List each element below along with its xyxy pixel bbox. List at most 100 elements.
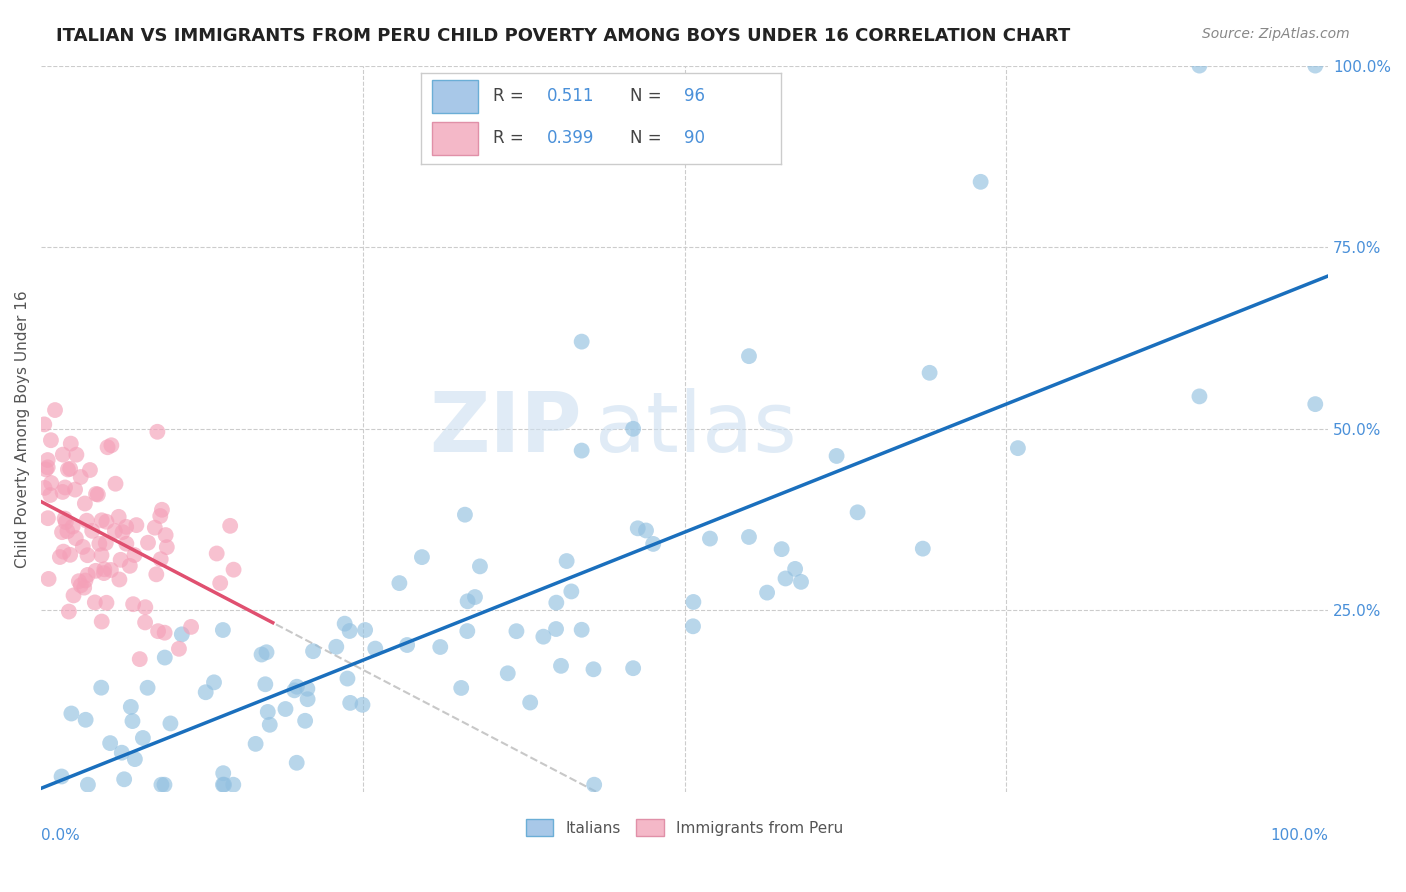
Point: [100, 563, 122, 577]
Y-axis label: Child Poverty Among Boys Under 16: Child Poverty Among Boys Under 16: [15, 290, 30, 567]
Point: [55, 515, 77, 529]
Point: [84, 564, 107, 578]
Point: [94, 536, 117, 550]
Point: [396, 638, 419, 652]
Point: [93, 566, 115, 580]
Point: [250, 648, 273, 662]
Point: [1188, 59, 1211, 73]
Point: [79, 463, 101, 477]
Point: [294, 714, 316, 728]
Point: [212, 766, 235, 780]
Point: [775, 572, 797, 586]
Point: [77, 778, 100, 792]
Point: [125, 518, 148, 533]
Point: [59, 548, 82, 562]
Point: [571, 443, 593, 458]
Point: [72, 540, 94, 554]
Text: ZIP: ZIP: [429, 388, 582, 469]
Point: [111, 746, 134, 760]
Point: [62, 589, 84, 603]
Point: [65, 531, 87, 545]
Point: [202, 675, 225, 690]
Point: [274, 702, 297, 716]
Point: [38, 572, 60, 586]
Point: [621, 422, 644, 436]
Point: [212, 778, 235, 792]
Point: [918, 366, 941, 380]
Point: [209, 576, 232, 591]
Point: [153, 625, 176, 640]
Point: [96, 596, 118, 610]
Point: [302, 644, 325, 658]
Point: [118, 558, 141, 573]
Point: [98, 736, 121, 750]
Point: [682, 619, 704, 633]
Point: [339, 624, 361, 638]
Point: [56, 524, 79, 539]
Point: [89, 537, 111, 551]
Point: [69, 578, 91, 592]
Point: [35, 462, 58, 476]
Point: [245, 737, 267, 751]
Point: [128, 652, 150, 666]
Point: [468, 559, 491, 574]
Point: [738, 530, 761, 544]
Point: [73, 581, 96, 595]
Point: [519, 696, 541, 710]
Point: [67, 574, 90, 589]
Point: [450, 681, 472, 695]
Point: [115, 537, 138, 551]
Point: [153, 778, 176, 792]
Point: [325, 640, 347, 654]
Point: [90, 615, 112, 629]
Point: [297, 692, 319, 706]
Point: [52, 544, 75, 558]
Point: [571, 334, 593, 349]
Point: [582, 662, 605, 676]
Point: [546, 596, 568, 610]
Point: [222, 778, 245, 792]
Point: [505, 624, 527, 639]
Point: [285, 756, 308, 770]
Point: [104, 476, 127, 491]
Point: [770, 542, 793, 557]
Point: [364, 641, 387, 656]
Point: [170, 627, 193, 641]
Point: [134, 615, 156, 630]
Point: [93, 562, 115, 576]
Point: [143, 521, 166, 535]
Point: [136, 681, 159, 695]
Point: [457, 594, 479, 608]
Point: [51, 525, 73, 540]
Point: [429, 640, 451, 654]
Point: [112, 772, 135, 787]
Point: [738, 349, 761, 363]
Point: [34, 481, 56, 495]
Point: [132, 731, 155, 745]
Point: [149, 552, 172, 566]
Point: [84, 487, 107, 501]
Point: [149, 508, 172, 523]
Point: [699, 532, 721, 546]
Point: [76, 514, 98, 528]
Point: [212, 623, 235, 637]
Legend: Italians, Immigrants from Peru: Italians, Immigrants from Peru: [520, 813, 849, 842]
Point: [124, 752, 146, 766]
Point: [194, 685, 217, 699]
Point: [65, 448, 87, 462]
Point: [159, 716, 181, 731]
Point: [336, 672, 359, 686]
Point: [333, 616, 356, 631]
Point: [59, 462, 82, 476]
Point: [634, 524, 657, 538]
Point: [76, 548, 98, 562]
Point: [544, 622, 567, 636]
Point: [82, 524, 104, 538]
Point: [388, 576, 411, 591]
Point: [969, 175, 991, 189]
Point: [256, 645, 278, 659]
Point: [120, 699, 142, 714]
Point: [464, 590, 486, 604]
Point: [790, 574, 813, 589]
Point: [560, 584, 582, 599]
